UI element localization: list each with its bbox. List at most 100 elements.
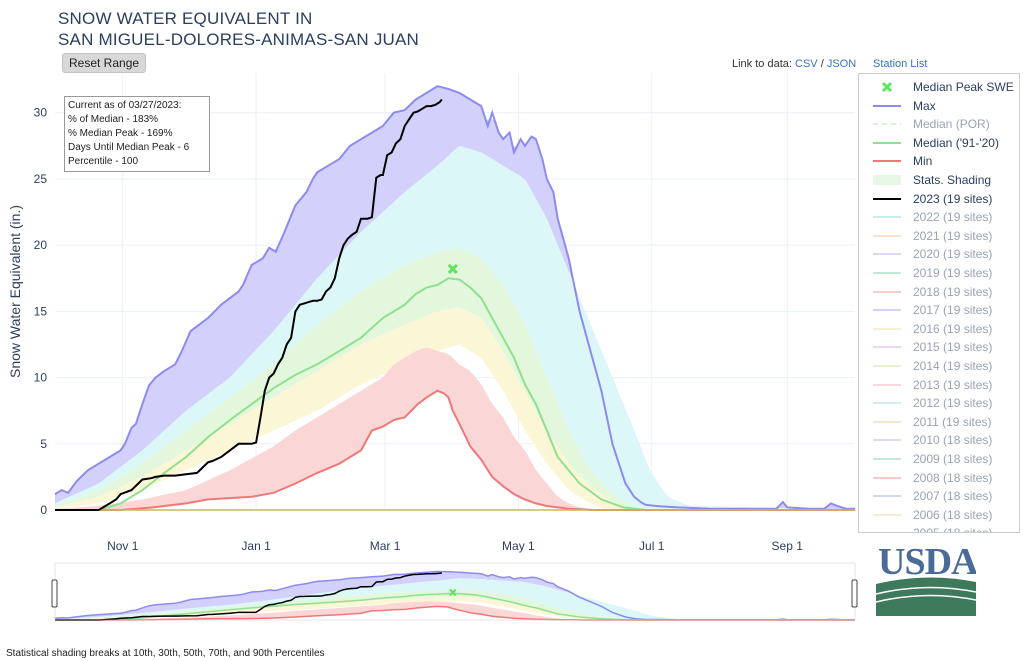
max-line[interactable] <box>54 85 855 510</box>
range-slider[interactable] <box>51 562 858 621</box>
legend-item[interactable]: Median Peak SWE <box>859 78 1019 96</box>
stats-pct-median: % of Median - 183% <box>68 114 159 125</box>
legend-swatch-icon <box>873 495 901 498</box>
legend-label: 2017 (19 sites) <box>913 303 993 318</box>
legend-label: 2008 (18 sites) <box>913 470 993 485</box>
min-line[interactable] <box>55 389 855 511</box>
legend-item[interactable]: 2020 (19 sites) <box>859 245 1019 263</box>
legend-item[interactable]: 2010 (18 sites) <box>859 431 1019 449</box>
legend-label: 2015 (19 sites) <box>913 340 993 355</box>
y-tick-label: 0 <box>40 503 47 517</box>
csv-link[interactable]: CSV <box>795 58 818 70</box>
median-9120-line[interactable] <box>55 277 855 511</box>
y-axis-title: Snow Water Equivalent (in.) <box>7 205 23 378</box>
slider-median-peak-marker <box>449 588 457 597</box>
usda-logo-ground-icon <box>876 577 976 616</box>
legend-item[interactable]: 2005 (18 sites) <box>859 524 1019 533</box>
json-link[interactable]: JSON <box>826 58 857 70</box>
legend-label: 2010 (18 sites) <box>913 433 993 448</box>
slider-band-30-min <box>55 601 855 620</box>
legend-label: 2006 (18 sites) <box>913 507 993 522</box>
legend-item[interactable]: 2008 (18 sites) <box>859 469 1019 487</box>
legend-item[interactable]: 2023 (19 sites) <box>859 190 1019 208</box>
stats-pct-median-peak: % Median Peak - 169% <box>68 128 173 139</box>
title-line-1: SNOW WATER EQUIVALENT IN <box>58 9 313 28</box>
legend-item[interactable]: 2014 (19 sites) <box>859 357 1019 375</box>
y-tick-label: 10 <box>34 371 48 385</box>
legend-swatch-icon <box>873 365 901 367</box>
legend-item[interactable]: Min <box>859 152 1019 170</box>
legend-label: 2018 (19 sites) <box>913 284 993 299</box>
legend-swatch-icon <box>873 253 901 256</box>
shading-footnote: Statistical shading breaks at 10th, 30th… <box>6 648 325 659</box>
slider-right-handle[interactable] <box>851 579 858 608</box>
legend-item[interactable]: Median ('91-'20) <box>859 134 1019 152</box>
legend-swatch-icon <box>873 104 901 107</box>
legend-item[interactable]: 2011 (19 sites) <box>859 413 1019 431</box>
legend-swatch-icon <box>873 439 901 442</box>
legend-swatch-icon <box>869 524 905 533</box>
x-tick-label: Jul 1 <box>639 539 665 553</box>
legend-label: 2023 (19 sites) <box>913 191 993 206</box>
legend-swatch-icon <box>873 513 901 516</box>
legend-item[interactable]: 2009 (18 sites) <box>859 450 1019 468</box>
legend-label: 2020 (19 sites) <box>913 247 993 262</box>
legend-item[interactable]: 2015 (19 sites) <box>859 338 1019 356</box>
legend-item[interactable]: Stats. Shading <box>859 171 1019 189</box>
legend-item[interactable]: 2007 (18 sites) <box>859 487 1019 505</box>
x-tick-label: Sep 1 <box>772 539 804 553</box>
legend-label: Max <box>913 98 936 113</box>
x-tick-label: Nov 1 <box>107 539 139 553</box>
x-tick-label: Mar 1 <box>370 539 401 553</box>
year-2023-line[interactable] <box>55 98 443 511</box>
y-tick-label: 15 <box>34 304 48 318</box>
legend-item[interactable]: Median (POR) <box>859 115 1019 133</box>
reset-range-button[interactable]: Reset Range <box>62 53 147 73</box>
legend-swatch-icon <box>881 81 893 93</box>
legend-swatch-icon <box>873 234 901 237</box>
legend-swatch-icon <box>873 346 901 349</box>
chart-axes: 0 5 10 15 20 25 30 Nov 1 Jan 1 Mar 1 May 1 Jul 1 Sep… <box>7 106 803 553</box>
legend-item[interactable]: 2022 (19 sites) <box>859 208 1019 226</box>
link-separator: / <box>820 58 824 70</box>
y-tick-label: 30 <box>34 106 48 120</box>
legend-item[interactable]: Max <box>859 97 1019 115</box>
band-50-30 <box>55 307 855 510</box>
legend-item[interactable]: 2018 (19 sites) <box>859 283 1019 301</box>
legend-swatch-icon <box>873 216 901 219</box>
y-tick-label: 25 <box>34 172 48 186</box>
legend-label: 2016 (19 sites) <box>913 321 993 336</box>
slider-min-line <box>55 605 855 621</box>
legend-item[interactable]: 2017 (19 sites) <box>859 301 1019 319</box>
band-70-50 <box>55 247 855 511</box>
legend-swatch-icon <box>873 383 901 386</box>
legend-swatch-icon <box>873 123 901 126</box>
legend-swatch-icon <box>873 141 901 144</box>
legend-item[interactable]: 2019 (19 sites) <box>859 264 1019 282</box>
legend-item[interactable]: 2013 (19 sites) <box>859 376 1019 394</box>
legend-swatch-icon <box>873 458 901 460</box>
chart-title: SNOW WATER EQUIVALENT IN SAN MIGUEL-DOLO… <box>58 8 419 50</box>
station-list-link[interactable]: Station List <box>873 58 928 70</box>
slider-2023-line <box>55 572 443 621</box>
legend-item[interactable]: 2006 (18 sites) <box>859 506 1019 524</box>
legend-item[interactable]: 2016 (19 sites) <box>859 320 1019 338</box>
legend-label: 2019 (19 sites) <box>913 266 993 280</box>
stats-days-until-peak: Days Until Median Peak - 6 <box>68 142 190 153</box>
legend-item[interactable]: 2012 (19 sites) <box>859 394 1019 412</box>
legend-item[interactable]: 2021 (19 sites) <box>859 227 1019 245</box>
chart-legend: Median Peak SWE Max Median (POR) Median ('9… <box>858 73 1020 533</box>
usda-logo-text: USDA <box>878 542 976 583</box>
legend-swatch-icon <box>873 197 901 200</box>
y-tick-label: 20 <box>34 238 48 252</box>
median-peak-marker[interactable] <box>447 263 458 275</box>
legend-label: 2009 (18 sites) <box>913 452 993 466</box>
slider-left-handle[interactable] <box>51 579 58 608</box>
legend-label: 2021 (19 sites) <box>913 228 993 243</box>
legend-label: Median ('91-'20) <box>913 135 999 150</box>
legend-label: 2013 (19 sites) <box>913 377 993 392</box>
legend-swatch-icon <box>873 272 901 274</box>
slider-band-90-70 <box>55 578 855 620</box>
chart-lines <box>54 85 855 511</box>
